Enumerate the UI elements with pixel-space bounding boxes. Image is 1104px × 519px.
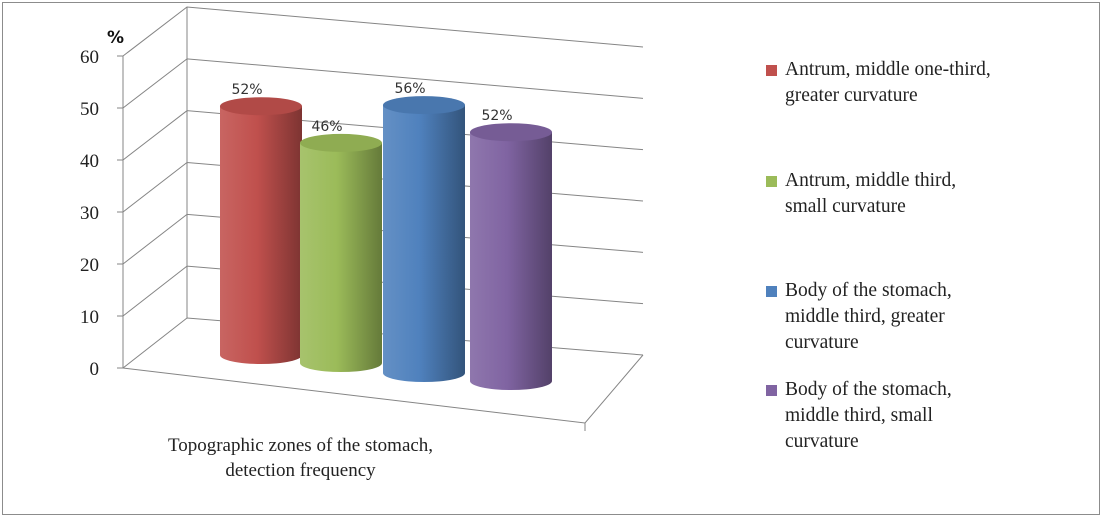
legend-swatch [766, 65, 777, 76]
bar-top [220, 97, 302, 116]
bar-body [383, 105, 465, 382]
x-axis-label: Topographic zones of the stomach, detect… [108, 433, 493, 483]
legend-label: Body of the stomach, middle third, small c… [785, 377, 1085, 455]
bar-top [383, 96, 465, 115]
bar-2 [300, 133, 382, 372]
bar-body [300, 142, 382, 372]
data-labels: 52% 46% 56% 52% [231, 81, 512, 135]
legend-label: Antrum, middle third, small curvature [785, 168, 1085, 220]
y-tick-label: 30 [80, 203, 99, 224]
bars [220, 96, 552, 390]
legend-label-line: curvature [785, 332, 859, 353]
legend-swatch [766, 176, 777, 187]
legend-label: Body of the stomach, middle third, greate… [785, 278, 1085, 356]
x-axis-label-line-2: detection frequency [225, 460, 376, 481]
y-tick-label: 40 [80, 151, 99, 172]
legend-label-line: Antrum, middle third, [785, 170, 957, 191]
legend-label-line: Body of the stomach, [785, 280, 952, 301]
bar-4 [470, 123, 552, 390]
data-label: 46% [311, 119, 342, 135]
legend-label-line: middle third, small [785, 405, 933, 426]
bar-top [300, 133, 382, 152]
y-tick-label: 10 [80, 307, 99, 328]
y-tick-labels: 0 10 20 30 40 50 60 [80, 47, 99, 380]
y-tick-label: 0 [90, 359, 100, 380]
legend-label: Antrum, middle one-third, greater curvatu… [785, 57, 1085, 109]
legend-label-line: middle third, greater [785, 306, 945, 327]
legend-label-line: Antrum, middle one-third, [785, 59, 991, 80]
bar-body [470, 132, 552, 390]
gridline [122, 6, 644, 57]
data-label: 52% [231, 82, 262, 98]
axes [117, 7, 644, 431]
data-label: 56% [394, 81, 425, 97]
y-tick-label: 20 [80, 255, 99, 276]
y-tick-label: 50 [80, 99, 99, 120]
bar-3 [383, 96, 465, 382]
legend-swatch [766, 286, 777, 297]
bar-top [470, 123, 552, 142]
data-label: 52% [481, 108, 512, 124]
y-unit-label: % [107, 28, 124, 48]
gridline [122, 58, 644, 109]
bar-body [220, 106, 302, 365]
legend-label-line: curvature [785, 431, 859, 452]
x-axis-label-line-1: Topographic zones of the stomach, [167, 435, 434, 456]
legend-label-line: small curvature [785, 196, 906, 217]
legend-label-line: Body of the stomach, [785, 379, 952, 400]
bar-1 [220, 97, 302, 365]
legend-swatch [766, 385, 777, 396]
plot-area: 0 10 20 30 40 50 60 52% 46% 56% 52% % [80, 6, 644, 431]
y-tick-label: 60 [80, 47, 99, 68]
legend-label-line: greater curvature [785, 85, 918, 106]
